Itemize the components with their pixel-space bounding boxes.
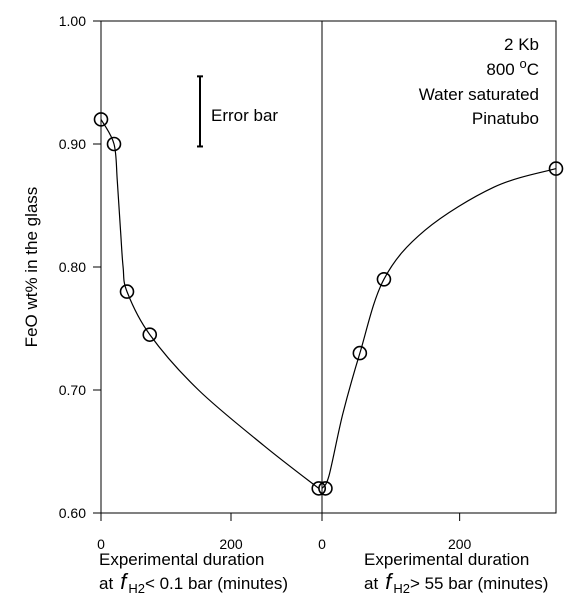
left-x-label: Experimental duration at f H2< 0.1 bar (mi… <box>99 550 288 596</box>
y-axis: 1.00 0.90 0.80 0.70 0.60 <box>59 13 101 521</box>
y-tick-label: 0.70 <box>59 382 86 398</box>
x-axis: 0 200 0 200 <box>97 513 472 552</box>
x-tick-label: 0 <box>97 536 105 552</box>
error-bar: Error bar <box>197 75 278 148</box>
annotation-degree-o: o <box>519 56 526 71</box>
data-point <box>352 345 368 361</box>
fit-curve-left <box>100 119 320 489</box>
annotation-temperature-value: 800 <box>486 60 519 79</box>
y-tick-label: 0.60 <box>59 505 86 521</box>
left-x-label-sub: H2 <box>128 581 145 596</box>
annotation-pinatubo: Pinatubo <box>472 109 539 128</box>
fit-curves <box>100 119 557 489</box>
right-x-label-at: at <box>364 574 378 593</box>
left-x-label-rest: < 0.1 bar (minutes) <box>145 574 288 593</box>
data-point <box>548 161 564 176</box>
data-point <box>142 327 158 342</box>
x-tick-label: 200 <box>219 536 243 552</box>
data-point <box>318 481 333 496</box>
error-bar-label: Error bar <box>211 106 278 125</box>
left-x-label-f: f <box>120 569 129 594</box>
y-tick-label: 1.00 <box>59 13 86 29</box>
right-x-label: Experimental duration at f H2> 55 bar (min… <box>364 550 548 596</box>
y-tick-label: 0.90 <box>59 136 86 152</box>
data-point <box>93 112 109 127</box>
x-tick-label: 200 <box>448 536 472 552</box>
y-axis-label: FeO wt% in the glass <box>22 187 41 348</box>
left-x-label-at: at <box>99 574 113 593</box>
annotation-pressure: 2 Kb <box>504 35 539 54</box>
data-point <box>119 284 135 299</box>
right-x-label-rest: > 55 bar (minutes) <box>410 574 548 593</box>
right-x-label-line1: Experimental duration <box>364 550 529 569</box>
conditions-annotation: 2 Kb 800 oC Water saturated Pinatubo <box>419 35 539 128</box>
fit-curve-right <box>321 168 557 489</box>
left-x-label-line1: Experimental duration <box>99 550 264 569</box>
data-point <box>106 136 122 152</box>
right-x-label-sub: H2 <box>393 581 410 596</box>
annotation-degree-c: C <box>527 60 539 79</box>
left-x-label-line2: at f H2< 0.1 bar (minutes) <box>99 569 288 596</box>
data-point <box>311 481 327 496</box>
annotation-water: Water saturated <box>419 85 539 104</box>
x-tick-label: 0 <box>318 536 326 552</box>
y-tick-label: 0.80 <box>59 259 86 275</box>
right-x-label-line2: at f H2> 55 bar (minutes) <box>364 569 548 596</box>
data-points <box>93 112 564 496</box>
annotation-temperature: 800 oC <box>486 56 539 79</box>
right-x-label-f: f <box>385 569 394 594</box>
data-point <box>376 271 392 287</box>
